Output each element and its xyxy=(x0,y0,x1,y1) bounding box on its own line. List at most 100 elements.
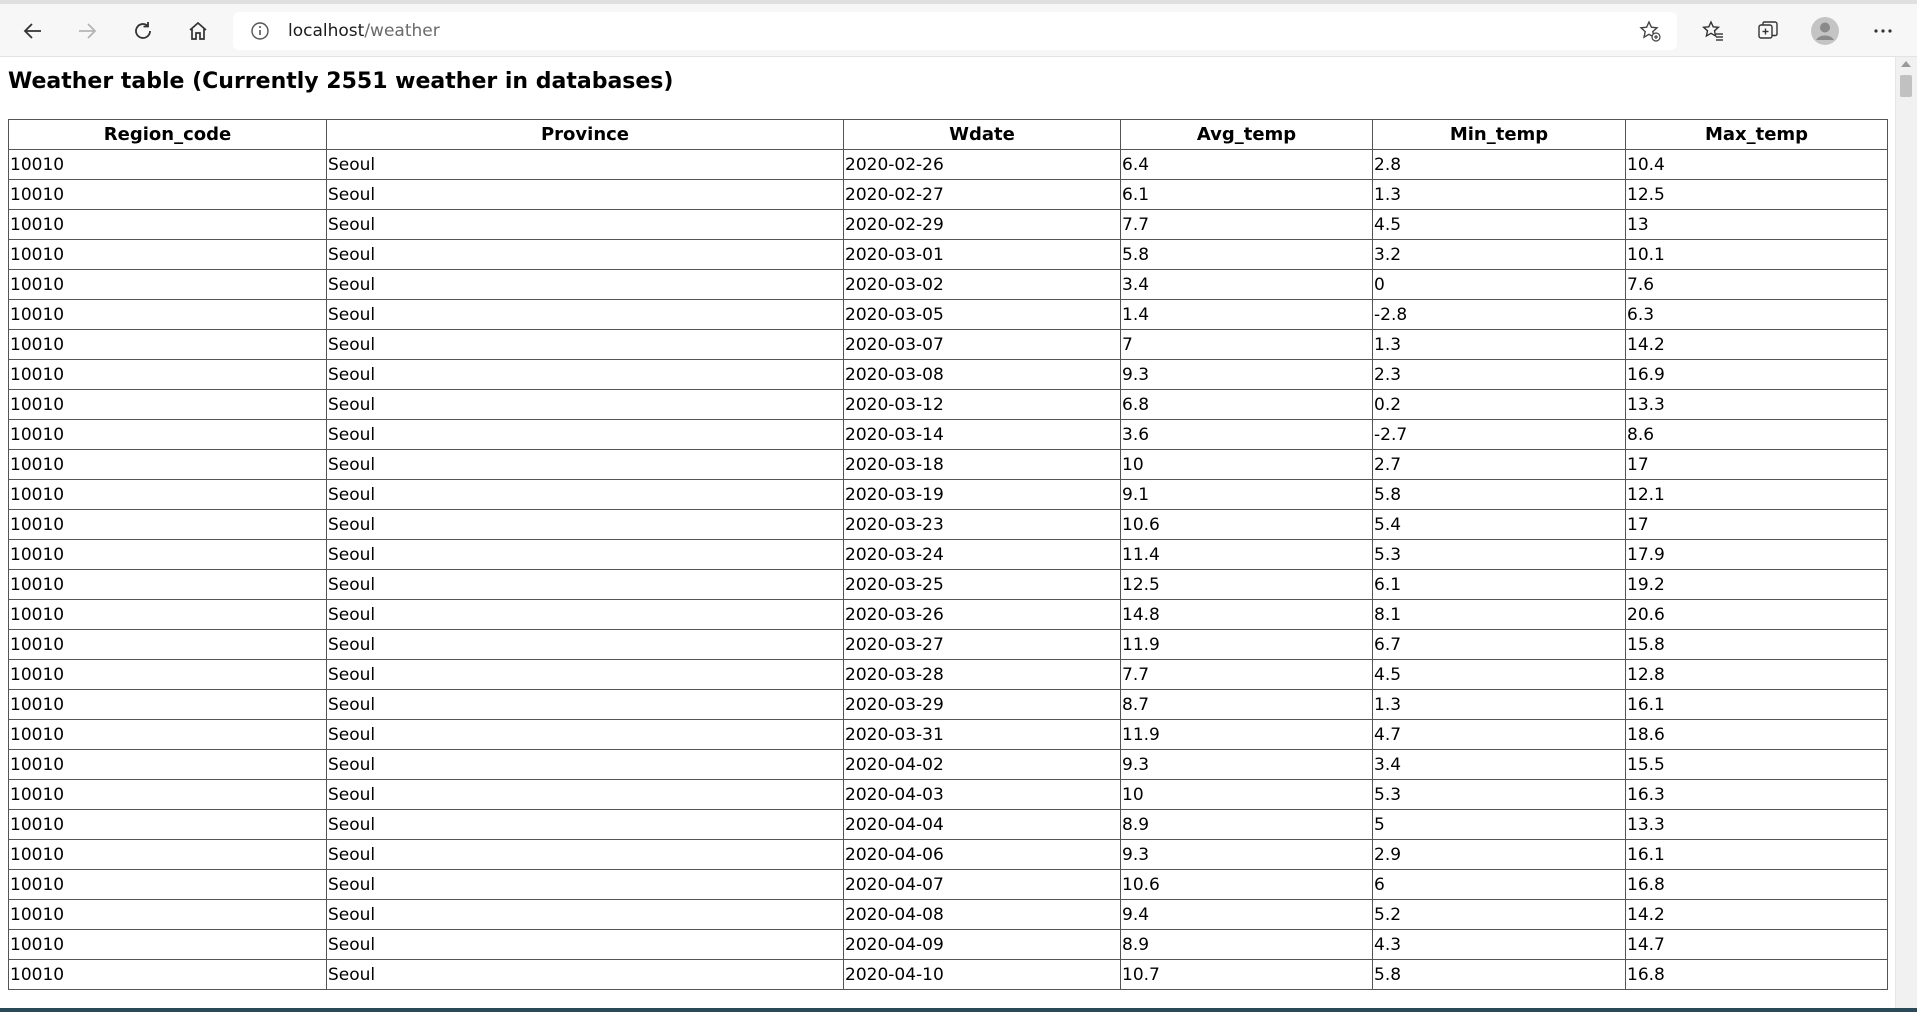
cell-max-temp: 13.3 xyxy=(1625,389,1888,420)
collections-icon xyxy=(1758,21,1778,39)
cell-region-code: 10010 xyxy=(8,389,327,420)
cell-wdate: 2020-03-12 xyxy=(843,389,1121,420)
cell-wdate: 2020-04-09 xyxy=(843,929,1121,960)
cell-avg-temp: 1.4 xyxy=(1120,299,1373,330)
cell-wdate: 2020-03-27 xyxy=(843,629,1121,660)
cell-province: Seoul xyxy=(326,839,844,870)
table-row: 10010 Seoul 2020-03-12 6.8 0.2 13.3 xyxy=(8,389,1888,420)
cell-max-temp: 13 xyxy=(1625,209,1888,240)
cell-province: Seoul xyxy=(326,689,844,720)
cell-wdate: 2020-04-07 xyxy=(843,869,1121,900)
taskbar-edge xyxy=(0,1008,1917,1012)
url-text: localhost/weather xyxy=(288,21,440,41)
cell-avg-temp: 9.4 xyxy=(1120,899,1373,930)
table-row: 10010 Seoul 2020-03-01 5.8 3.2 10.1 xyxy=(8,239,1888,270)
cell-avg-temp: 8.9 xyxy=(1120,929,1373,960)
cell-wdate: 2020-04-10 xyxy=(843,959,1121,990)
column-header-avg-temp: Avg_temp xyxy=(1120,119,1373,150)
cell-wdate: 2020-03-31 xyxy=(843,719,1121,750)
cell-province: Seoul xyxy=(326,479,844,510)
table-row: 10010 Seoul 2020-03-02 3.4 0 7.6 xyxy=(8,269,1888,300)
favorites-button[interactable] xyxy=(1696,14,1730,48)
page-content: Weather table (Currently 2551 weather in… xyxy=(0,57,1895,1012)
cell-province: Seoul xyxy=(326,449,844,480)
table-row: 10010 Seoul 2020-04-09 8.9 4.3 14.7 xyxy=(8,929,1888,960)
cell-wdate: 2020-03-14 xyxy=(843,419,1121,450)
cell-avg-temp: 9.1 xyxy=(1120,479,1373,510)
cell-avg-temp: 6.1 xyxy=(1120,179,1373,210)
column-header-province: Province xyxy=(326,119,844,150)
cell-avg-temp: 3.6 xyxy=(1120,419,1373,450)
vertical-scrollbar[interactable] xyxy=(1895,57,1917,1012)
cell-max-temp: 13.3 xyxy=(1625,809,1888,840)
table-row: 10010 Seoul 2020-04-06 9.3 2.9 16.1 xyxy=(8,839,1888,870)
cell-province: Seoul xyxy=(326,209,844,240)
settings-menu-button[interactable] xyxy=(1866,14,1900,48)
cell-avg-temp: 6.8 xyxy=(1120,389,1373,420)
cell-region-code: 10010 xyxy=(8,179,327,210)
cell-province: Seoul xyxy=(326,539,844,570)
add-favorite-icon[interactable] xyxy=(1638,19,1662,43)
cell-avg-temp: 11.9 xyxy=(1120,629,1373,660)
cell-province: Seoul xyxy=(326,869,844,900)
cell-region-code: 10010 xyxy=(8,689,327,720)
cell-province: Seoul xyxy=(326,269,844,300)
table-row: 10010 Seoul 2020-02-29 7.7 4.5 13 xyxy=(8,209,1888,240)
cell-region-code: 10010 xyxy=(8,869,327,900)
cell-max-temp: 16.1 xyxy=(1625,689,1888,720)
cell-wdate: 2020-03-23 xyxy=(843,509,1121,540)
back-button[interactable] xyxy=(16,14,50,48)
cell-avg-temp: 5.8 xyxy=(1120,239,1373,270)
cell-min-temp: 5.4 xyxy=(1372,509,1626,540)
cell-province: Seoul xyxy=(326,659,844,690)
cell-max-temp: 14.7 xyxy=(1625,929,1888,960)
cell-min-temp: -2.8 xyxy=(1372,299,1626,330)
cell-max-temp: 15.5 xyxy=(1625,749,1888,780)
cell-max-temp: 12.5 xyxy=(1625,179,1888,210)
cell-avg-temp: 10 xyxy=(1120,449,1373,480)
cell-province: Seoul xyxy=(326,569,844,600)
cell-province: Seoul xyxy=(326,509,844,540)
cell-min-temp: 6 xyxy=(1372,869,1626,900)
table-row: 10010 Seoul 2020-02-26 6.4 2.8 10.4 xyxy=(8,149,1888,180)
cell-region-code: 10010 xyxy=(8,809,327,840)
home-button[interactable] xyxy=(181,14,215,48)
address-bar[interactable]: localhost/weather xyxy=(233,12,1677,50)
refresh-icon xyxy=(135,22,151,39)
collections-button[interactable] xyxy=(1751,14,1785,48)
cell-max-temp: 18.6 xyxy=(1625,719,1888,750)
table-row: 10010 Seoul 2020-03-14 3.6 -2.7 8.6 xyxy=(8,419,1888,450)
cell-region-code: 10010 xyxy=(8,599,327,630)
cell-province: Seoul xyxy=(326,599,844,630)
arrow-right-icon xyxy=(79,23,97,39)
cell-region-code: 10010 xyxy=(8,899,327,930)
cell-province: Seoul xyxy=(326,359,844,390)
cell-max-temp: 19.2 xyxy=(1625,569,1888,600)
cell-min-temp: 3.2 xyxy=(1372,239,1626,270)
cell-max-temp: 15.8 xyxy=(1625,629,1888,660)
cell-wdate: 2020-04-06 xyxy=(843,839,1121,870)
url-path: /weather xyxy=(364,21,440,41)
cell-wdate: 2020-03-24 xyxy=(843,539,1121,570)
table-row: 10010 Seoul 2020-03-29 8.7 1.3 16.1 xyxy=(8,689,1888,720)
cell-max-temp: 14.2 xyxy=(1625,329,1888,360)
cell-avg-temp: 10.6 xyxy=(1120,869,1373,900)
arrow-left-icon xyxy=(23,23,41,39)
cell-min-temp: 1.3 xyxy=(1372,689,1626,720)
cell-avg-temp: 7.7 xyxy=(1120,209,1373,240)
weather-table: Region_code Province Wdate Avg_temp Min_… xyxy=(8,119,1888,990)
refresh-button[interactable] xyxy=(126,14,160,48)
cell-avg-temp: 12.5 xyxy=(1120,569,1373,600)
cell-max-temp: 16.3 xyxy=(1625,779,1888,810)
scrollbar-thumb[interactable] xyxy=(1900,75,1912,97)
scroll-up-arrow-icon[interactable] xyxy=(1901,61,1911,67)
profile-button[interactable] xyxy=(1808,14,1842,48)
cell-wdate: 2020-03-01 xyxy=(843,239,1121,270)
cell-avg-temp: 14.8 xyxy=(1120,599,1373,630)
cell-region-code: 10010 xyxy=(8,509,327,540)
forward-button[interactable] xyxy=(70,14,104,48)
table-row: 10010 Seoul 2020-04-10 10.7 5.8 16.8 xyxy=(8,959,1888,990)
cell-min-temp: 2.7 xyxy=(1372,449,1626,480)
cell-avg-temp: 9.3 xyxy=(1120,839,1373,870)
cell-region-code: 10010 xyxy=(8,149,327,180)
